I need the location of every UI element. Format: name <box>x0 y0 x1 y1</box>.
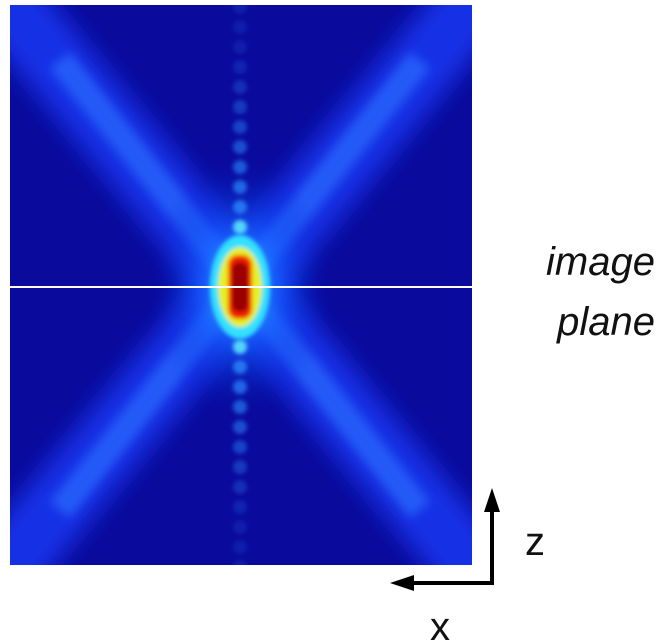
axial-dot <box>233 140 247 154</box>
axial-dot <box>233 400 247 414</box>
axial-dot <box>233 460 247 474</box>
axial-dot <box>233 420 247 434</box>
axial-dot <box>233 0 247 14</box>
figure: image plane z x <box>0 0 662 644</box>
axial-dot <box>233 80 247 94</box>
axial-dot <box>233 340 247 354</box>
x-arrow-head <box>390 575 414 591</box>
axial-dot <box>233 440 247 454</box>
x-label: x <box>430 605 450 644</box>
z-arrow-head <box>484 488 500 512</box>
axial-dot <box>233 180 247 194</box>
axial-dot <box>233 20 247 34</box>
axial-dot <box>233 380 247 394</box>
axial-dot <box>233 540 247 554</box>
heatmap <box>0 0 500 600</box>
axial-dot <box>233 160 247 174</box>
axial-dot <box>233 480 247 494</box>
axial-dot <box>233 500 247 514</box>
axial-dot <box>233 220 247 234</box>
axial-dot <box>233 360 247 374</box>
axial-dot <box>233 120 247 134</box>
z-label: z <box>525 520 545 564</box>
label-plane: plane <box>556 300 655 344</box>
axial-dot <box>233 520 247 534</box>
axial-dot <box>233 560 247 574</box>
label-image: image <box>546 240 655 284</box>
axial-dot <box>233 200 247 214</box>
axial-dot <box>233 40 247 54</box>
axial-dot <box>233 100 247 114</box>
axial-dot <box>233 60 247 74</box>
